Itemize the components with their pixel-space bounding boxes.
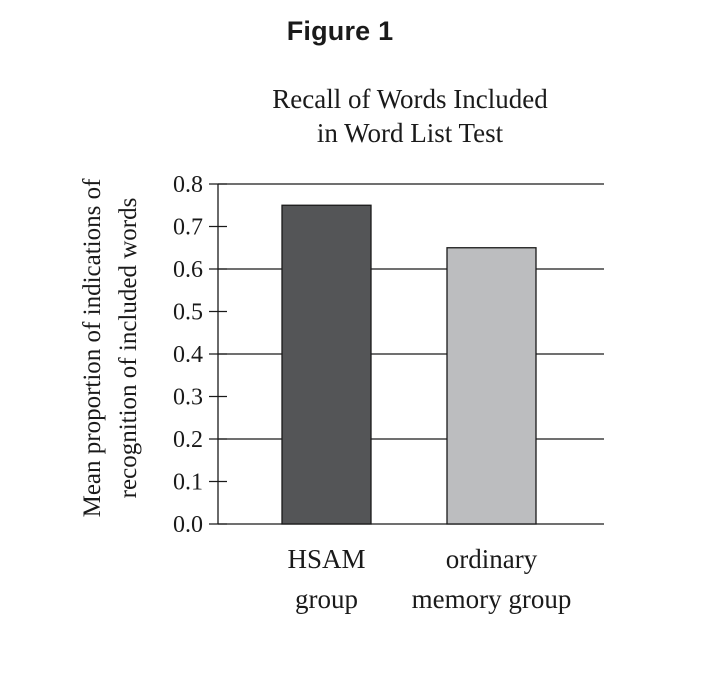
x-tick-label: ordinary <box>446 544 538 574</box>
bar <box>281 204 372 525</box>
y-tick-label: 0.4 <box>173 342 203 368</box>
y-tick-label: 0.3 <box>173 385 203 411</box>
y-tick-label: 0.2 <box>173 427 203 453</box>
gridlines <box>218 183 604 525</box>
y-tick-label: 0.5 <box>173 300 203 326</box>
bars <box>281 204 537 525</box>
y-tick-labels: 0.0 0.1 0.2 0.3 0.4 0.5 0.6 0.7 0.8 <box>173 172 203 538</box>
x-tick-label: HSAM <box>287 544 365 574</box>
figure-label: Figure 1 <box>286 16 394 46</box>
chart-title-line-1: Recall of Words Included <box>272 84 548 114</box>
x-tick-label: group <box>295 584 358 614</box>
x-tick-label: memory group <box>412 584 572 614</box>
bar <box>446 247 537 525</box>
x-tick-labels: HSAM group ordinary memory group <box>287 544 571 614</box>
y-axis <box>209 183 227 525</box>
y-tick-label: 0.1 <box>173 470 203 496</box>
y-tick-label: 0.6 <box>173 257 203 283</box>
y-tick-label: 0.7 <box>173 215 203 241</box>
chart-title-line-2: in Word List Test <box>316 118 504 148</box>
y-tick-label: 0.8 <box>173 172 203 198</box>
y-axis-label-line-1: Mean proportion of indications of <box>79 178 106 517</box>
y-axis-label-line-2: recognition of included words <box>115 198 142 499</box>
y-tick-label: 0.0 <box>173 512 203 538</box>
